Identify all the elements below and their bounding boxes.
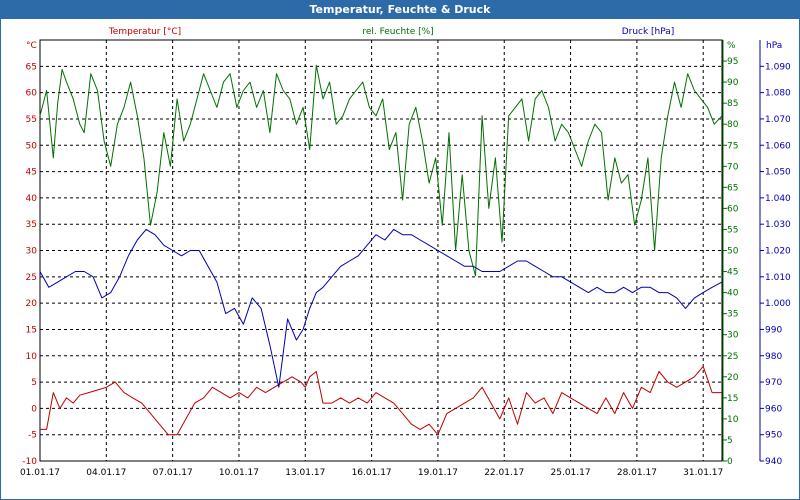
humidity-tick-label: 90 [727, 78, 739, 88]
pressure-tick-label: 940 [765, 457, 782, 467]
humidity-unit: % [727, 41, 736, 51]
humidity-tick-label: 50 [727, 247, 739, 257]
humidity-tick-label: 5 [727, 436, 733, 446]
pressure-tick-label: 950 [765, 431, 782, 441]
humidity-tick-label: 15 [727, 394, 738, 404]
temperature-tick-label: -5 [28, 431, 37, 441]
temperature-tick-label: 35 [26, 220, 37, 230]
humidity-tick-label: 0 [727, 457, 733, 467]
pressure-tick-label: 1.010 [765, 273, 791, 283]
temperature-series-line [40, 365, 722, 436]
tick-labels: 01.01.17 04.01.17 07.01.17 10.01.17 13.01.17… [20, 40, 791, 478]
series-layer [39, 64, 723, 436]
pressure-tick-label: 980 [765, 352, 782, 362]
temperature-unit: °C [26, 41, 37, 51]
pressure-tick-label: 1.020 [765, 247, 791, 257]
x-tick-label: 31.01.17 [683, 468, 723, 478]
temperature-tick-label: 60 [26, 89, 38, 99]
pressure-tick-label: 1.030 [765, 220, 791, 230]
plot-area [39, 39, 723, 462]
x-tick-label: 10.01.17 [219, 468, 259, 478]
temperature-tick-label: 50 [26, 141, 38, 151]
temperature-tick-label: 45 [26, 168, 37, 178]
x-tick-label: 28.01.17 [617, 468, 657, 478]
pressure-tick-label: 1.050 [765, 168, 791, 178]
pressure-tick-label: 970 [765, 378, 782, 388]
humidity-tick-label: 40 [727, 289, 739, 299]
x-tick-label: 19.01.17 [418, 468, 458, 478]
temperature-tick-label: 25 [26, 273, 37, 283]
pressure-tick-label: 1.090 [765, 62, 791, 72]
temperature-tick-label: 40 [26, 194, 38, 204]
temperature-tick-label: 15 [26, 325, 37, 335]
humidity-tick-label: 45 [727, 268, 738, 278]
pressure-tick-label: 1.070 [765, 115, 791, 125]
humidity-tick-label: 55 [727, 225, 738, 235]
temperature-tick-label: -10 [22, 457, 37, 467]
humidity-tick-label: 25 [727, 352, 738, 362]
temperature-axis-title: Temperatur [°C] [108, 27, 181, 37]
humidity-axis-title: rel. Feuchte [%] [362, 27, 433, 37]
temperature-tick-label: 55 [26, 115, 37, 125]
temperature-tick-label: 10 [26, 352, 38, 362]
pressure-tick-label: 1.060 [765, 141, 791, 151]
humidity-tick-label: 30 [727, 331, 739, 341]
pressure-tick-label: 1.000 [765, 299, 791, 309]
temperature-tick-label: 30 [26, 247, 38, 257]
humidity-tick-label: 75 [727, 141, 738, 151]
x-tick-label: 04.01.17 [86, 468, 126, 478]
temperature-tick-label: 65 [26, 62, 37, 72]
temperature-tick-label: 0 [31, 404, 37, 414]
x-tick-label: 13.01.17 [285, 468, 325, 478]
pressure-axis-title: Druck [hPa] [622, 27, 675, 37]
humidity-tick-label: 85 [727, 99, 738, 109]
pressure-tick-label: 1.040 [765, 194, 791, 204]
humidity-tick-label: 10 [727, 415, 739, 425]
pressure-series-line [39, 228, 723, 388]
x-tick-label: 16.01.17 [352, 468, 392, 478]
pressure-unit: hPa [766, 41, 782, 51]
pressure-tick-label: 1.080 [765, 89, 791, 99]
humidity-series-line [39, 64, 723, 277]
window-title: Temperatur, Feuchte & Druck [1, 1, 799, 19]
humidity-tick-label: 65 [727, 183, 738, 193]
x-tick-label: 01.01.17 [20, 468, 60, 478]
humidity-tick-label: 80 [727, 120, 739, 130]
humidity-tick-label: 60 [727, 204, 739, 214]
pressure-tick-label: 990 [765, 325, 782, 335]
humidity-tick-label: 35 [727, 310, 738, 320]
x-tick-label: 22.01.17 [484, 468, 524, 478]
humidity-tick-label: 70 [727, 162, 739, 172]
x-tick-label: 07.01.17 [153, 468, 193, 478]
humidity-tick-label: 95 [727, 57, 738, 67]
temperature-tick-label: 5 [31, 378, 37, 388]
pressure-tick-label: 960 [765, 404, 782, 414]
temperature-tick-label: 20 [26, 299, 38, 309]
x-tick-label: 25.01.17 [551, 468, 591, 478]
humidity-tick-label: 20 [727, 373, 739, 383]
